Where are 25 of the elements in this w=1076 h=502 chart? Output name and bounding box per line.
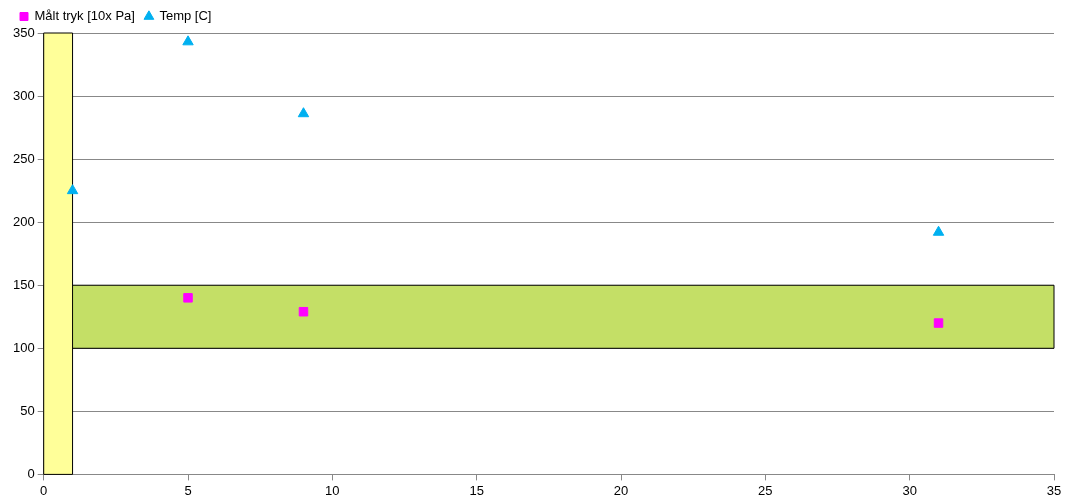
point [297, 107, 310, 118]
y-tick-label: 150 [12, 276, 35, 292]
y-tick-label: 300 [12, 87, 35, 103]
point [933, 318, 944, 328]
x-tick-label: 15 [469, 482, 484, 498]
y-tick-label: 250 [12, 150, 35, 166]
x-tick-label: 0 [40, 482, 48, 498]
y-tick-label: 0 [27, 465, 35, 481]
y-tick-label: 350 [12, 24, 35, 40]
x-tick-label: 20 [613, 482, 629, 498]
x-tick-label: 25 [758, 482, 773, 498]
point [183, 293, 193, 303]
point [66, 184, 79, 195]
x-tick-label: 30 [902, 482, 917, 498]
point [182, 35, 194, 46]
legend-label: Målt tryk [10x Pa] [34, 8, 135, 24]
x-tick-label: 5 [184, 482, 192, 498]
x-tick-label: 35 [1046, 482, 1062, 498]
x-tick-label: 10 [325, 482, 340, 498]
point [298, 306, 309, 317]
legend-label: Temp [C] [159, 8, 212, 24]
point [932, 225, 945, 236]
y-tick-label: 200 [12, 213, 35, 229]
y-tick-label: 50 [20, 402, 35, 418]
y-tick-label: 100 [12, 339, 35, 355]
